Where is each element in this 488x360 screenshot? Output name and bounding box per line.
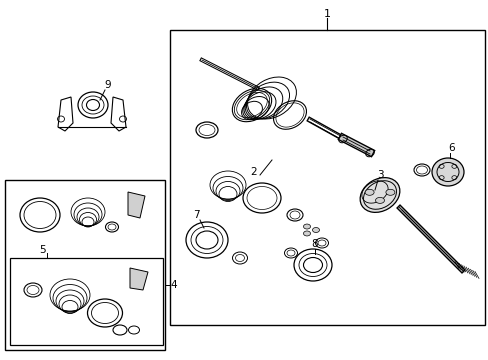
Text: 7: 7 <box>192 210 199 220</box>
Ellipse shape <box>273 101 306 129</box>
Ellipse shape <box>431 158 463 186</box>
Ellipse shape <box>359 177 399 212</box>
Ellipse shape <box>303 231 310 236</box>
Ellipse shape <box>303 224 310 229</box>
Ellipse shape <box>375 197 384 203</box>
Text: 5: 5 <box>40 245 46 255</box>
Ellipse shape <box>365 189 373 195</box>
Text: 3: 3 <box>376 170 383 180</box>
Polygon shape <box>128 192 145 218</box>
Ellipse shape <box>312 228 319 233</box>
Text: 6: 6 <box>448 143 454 153</box>
Text: 1: 1 <box>323 9 330 19</box>
Bar <box>10 258 163 345</box>
Polygon shape <box>130 268 148 290</box>
Text: 2: 2 <box>250 167 257 177</box>
Ellipse shape <box>232 88 271 122</box>
Bar <box>5 180 164 350</box>
Text: 8: 8 <box>311 239 318 249</box>
Text: 4: 4 <box>170 280 176 290</box>
Bar <box>170 30 484 325</box>
Ellipse shape <box>385 189 394 195</box>
Text: 9: 9 <box>104 80 111 90</box>
